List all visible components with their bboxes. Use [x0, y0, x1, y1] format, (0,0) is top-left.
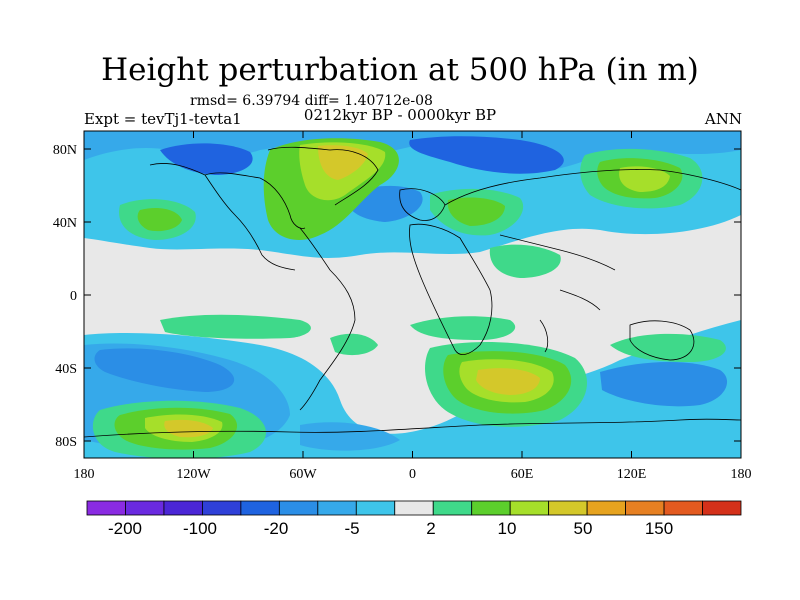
y-tick-label: 80S — [55, 435, 77, 450]
y-tick-label: 0 — [70, 289, 77, 304]
colorbar-box — [163, 500, 203, 516]
colorbar-label: -100 — [183, 519, 217, 538]
field-sh-deep-blue-a — [94, 348, 235, 392]
colorbar-box — [278, 500, 319, 516]
field-blue-antarctic — [300, 422, 400, 451]
colorbar-labels: -200 -100 -20 -5 2 10 50 150 — [108, 519, 673, 538]
colorbar-box — [509, 500, 550, 516]
field-orange-sw-pac — [164, 419, 213, 438]
field-green-indian — [410, 316, 516, 340]
y-tick-label: 40N — [53, 216, 77, 231]
coastlines — [84, 146, 741, 438]
colorbar-box — [548, 500, 588, 516]
field-sh-deep-blue-b — [600, 361, 728, 407]
y-tick-labels: 80N 40N 0 40S 80S — [53, 143, 77, 450]
field-orange-s-indian — [476, 368, 540, 395]
colorbar-box — [471, 500, 511, 516]
x-tick-label: 60E — [511, 467, 534, 482]
x-tick-label: 120W — [176, 467, 211, 482]
field-nh-blue-west — [160, 143, 253, 175]
colorbar-box — [355, 500, 396, 516]
colorbar-label: 50 — [574, 519, 593, 538]
colorbar-box — [586, 500, 626, 516]
x-tick-labels: 180 120W 60W 0 60E 120E 180 — [74, 467, 752, 482]
x-tick-label: 180 — [74, 467, 95, 482]
x-tick-label: 0 — [409, 467, 416, 482]
colorbar-box — [86, 500, 126, 516]
field-nh-mid-blue — [84, 131, 741, 171]
x-tick-label: 180 — [731, 467, 752, 482]
y-tick-label: 40S — [55, 362, 77, 377]
field-green-africa — [489, 244, 561, 278]
period-label: 0212kyr BP - 0000kyr BP — [303, 106, 497, 124]
colorbar-box — [394, 500, 434, 516]
field-nh-deep-blue — [409, 136, 564, 174]
y-tick-label: 80N — [53, 143, 77, 158]
colorbar-label: 2 — [426, 519, 435, 538]
stats-line: rmsd= 6.39794 diff= 1.40712e-08 — [190, 93, 433, 109]
colorbar — [86, 500, 742, 516]
field-green-australia — [610, 333, 726, 362]
field-yellow-asia — [619, 166, 670, 192]
field-green-samer — [330, 333, 378, 356]
field-lime-europe — [447, 197, 505, 226]
colorbar-box — [702, 500, 742, 516]
field-green-eqpac — [160, 314, 311, 339]
colorbar-label: -200 — [108, 519, 142, 538]
colorbar-box — [125, 500, 165, 516]
colorbar-label: -5 — [344, 519, 359, 538]
colorbar-box — [240, 500, 280, 516]
colorbar-box — [663, 500, 703, 516]
experiment-label: Expt = tevTj1-tevta1 — [84, 110, 242, 128]
colorbar-box — [625, 500, 665, 516]
colorbar-box — [317, 500, 357, 516]
colorbar-box — [202, 500, 242, 516]
colorbar-label: 150 — [645, 519, 673, 538]
colorbar-box — [432, 500, 473, 516]
season-label: ANN — [704, 110, 742, 128]
field-orange-greenland — [318, 145, 368, 180]
x-tick-label: 120E — [617, 467, 647, 482]
plot-title: Height perturbation at 500 hPa (in m) — [101, 52, 699, 88]
axis-ticks — [83, 131, 742, 458]
map-panel — [84, 131, 741, 458]
x-tick-label: 60W — [289, 467, 317, 482]
colorbar-label: -20 — [264, 519, 289, 538]
field-green-pacific-inner — [137, 208, 182, 232]
colorbar-label: 10 — [498, 519, 517, 538]
